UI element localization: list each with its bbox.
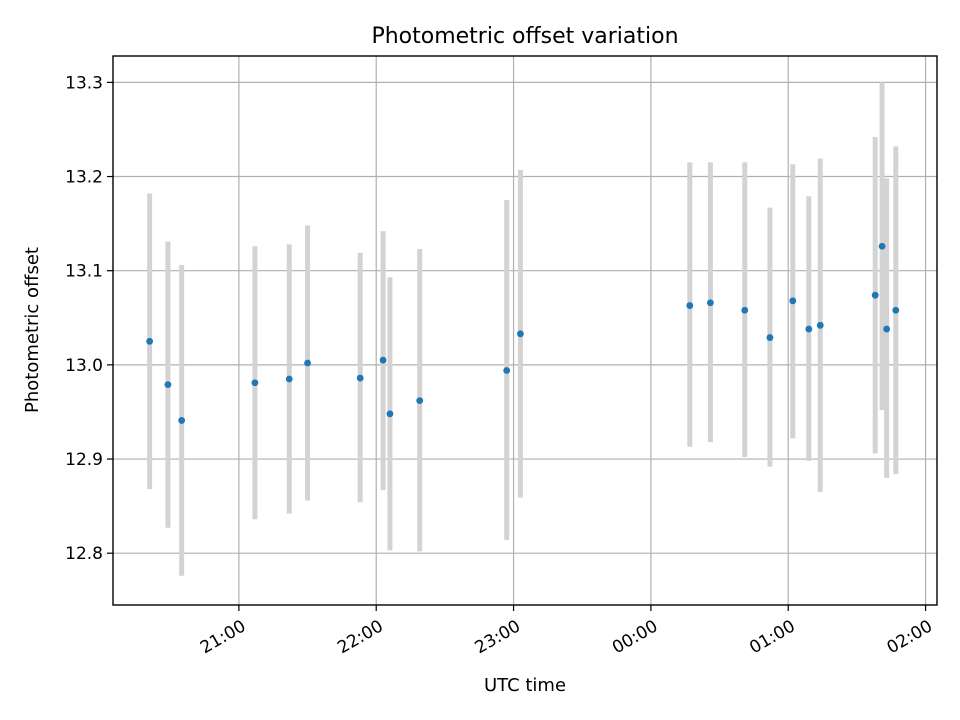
data-point <box>379 356 387 364</box>
data-point <box>164 381 172 389</box>
x-axis-label: UTC time <box>484 675 566 696</box>
data-point <box>356 374 364 382</box>
data-point <box>503 367 511 374</box>
data-point <box>285 375 293 383</box>
y-tick-label: 13.1 <box>65 262 103 282</box>
data-point <box>178 417 186 424</box>
data-point <box>517 330 524 338</box>
y-tick-label: 13.3 <box>65 73 103 93</box>
data-point <box>146 337 154 345</box>
data-point <box>766 334 774 341</box>
data-point <box>878 242 886 250</box>
y-tick-label: 13.2 <box>65 168 103 188</box>
grid-layer <box>113 56 937 605</box>
data-point <box>304 359 311 367</box>
y-tick-label: 12.9 <box>65 450 103 470</box>
y-tick-label: 12.8 <box>65 544 103 564</box>
y-tick-label: 13.0 <box>65 356 103 376</box>
data-point <box>416 397 424 405</box>
data-point <box>789 297 797 305</box>
data-point <box>816 321 824 329</box>
data-point <box>386 410 394 418</box>
data-point <box>871 291 879 299</box>
data-point <box>741 306 749 314</box>
data-point <box>805 325 813 333</box>
data-point <box>251 379 259 387</box>
point-layer <box>146 242 900 424</box>
data-point <box>883 325 891 333</box>
data-point <box>686 302 694 309</box>
data-point <box>707 299 714 307</box>
y-axis-label: Photometric offset <box>22 247 43 413</box>
data-point <box>892 306 900 314</box>
chart-title: Photometric offset variation <box>371 24 678 49</box>
plot-frame <box>112 55 938 606</box>
